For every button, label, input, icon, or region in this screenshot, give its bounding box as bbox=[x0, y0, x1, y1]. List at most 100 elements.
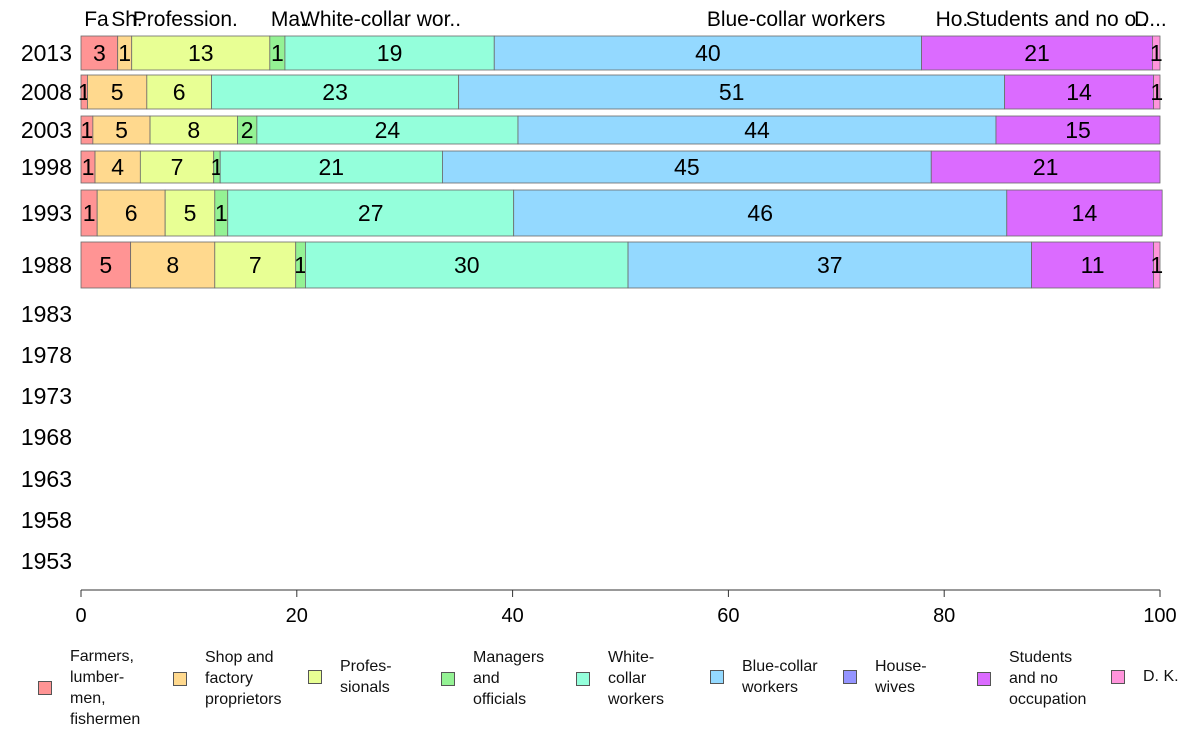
bar-segment-2003-7 bbox=[995, 115, 1161, 145]
bar-segment-2013-2 bbox=[131, 35, 271, 71]
legend-label: Blue-collar workers bbox=[742, 658, 818, 696]
bar-segment-1988-0 bbox=[80, 241, 132, 289]
top-label: Ma.. bbox=[271, 8, 312, 31]
top-label: Sh. bbox=[111, 8, 143, 31]
data-label: 24 bbox=[375, 117, 401, 143]
legend-label: Managers and officials bbox=[473, 649, 545, 708]
bar-segment-1993-2 bbox=[164, 189, 216, 237]
legend-swatch bbox=[441, 671, 455, 686]
data-label: 3 bbox=[93, 40, 106, 66]
bar-segment-1998-7 bbox=[930, 150, 1161, 184]
bar-segment-2013-7 bbox=[921, 35, 1153, 71]
top-label: D... bbox=[1134, 8, 1167, 31]
data-label: 23 bbox=[322, 79, 348, 105]
bar-segment-2008-7 bbox=[1004, 74, 1154, 110]
bar-segment-1988-4 bbox=[305, 241, 629, 289]
data-label: 7 bbox=[249, 252, 262, 278]
bar-segment-1998-5 bbox=[442, 150, 932, 184]
bar-segment-2008-1 bbox=[87, 74, 148, 110]
y-tick-label: 1958 bbox=[21, 507, 72, 533]
bar-segment-1988-5 bbox=[627, 241, 1032, 289]
data-label: 19 bbox=[377, 40, 403, 66]
bar-segment-2013-0 bbox=[80, 35, 119, 71]
data-label: 40 bbox=[695, 40, 721, 66]
data-label: 21 bbox=[1024, 40, 1050, 66]
bar-segment-1993-7 bbox=[1006, 189, 1163, 237]
legend-item: Students and no occupation bbox=[977, 647, 1086, 710]
data-label: 5 bbox=[111, 79, 124, 105]
data-label: 14 bbox=[1066, 79, 1092, 105]
data-label: 1 bbox=[271, 40, 284, 66]
data-label: 1 bbox=[83, 200, 96, 226]
legend-label: D. K. bbox=[1143, 668, 1179, 685]
x-tick-label: 60 bbox=[717, 605, 739, 627]
x-tick-label: 80 bbox=[933, 605, 955, 627]
bar-segment-2008-8 bbox=[1153, 74, 1161, 110]
data-label: 5 bbox=[184, 200, 197, 226]
data-label: 7 bbox=[171, 154, 184, 180]
legend-swatch bbox=[38, 681, 52, 695]
legend-label: House- wives bbox=[875, 658, 927, 696]
data-label: 1 bbox=[294, 252, 307, 278]
data-label: 4 bbox=[111, 154, 124, 180]
y-tick-label: 1963 bbox=[21, 466, 72, 492]
y-tick-label: 1978 bbox=[21, 342, 72, 368]
data-label: 8 bbox=[187, 117, 200, 143]
data-label: 30 bbox=[454, 252, 480, 278]
data-label: 21 bbox=[1033, 154, 1059, 180]
bar-segment-2013-5 bbox=[493, 35, 922, 71]
data-label: 44 bbox=[744, 117, 770, 143]
data-label: 11 bbox=[1081, 252, 1105, 278]
y-tick-label: 1968 bbox=[21, 424, 72, 450]
bar-segment-1988-1 bbox=[130, 241, 216, 289]
bar-segment-2003-4 bbox=[256, 115, 519, 145]
data-label: 1 bbox=[1150, 40, 1163, 66]
x-tick-label: 100 bbox=[1143, 605, 1176, 627]
legend-label: Farmers, lumber- men, fishermen bbox=[70, 648, 141, 728]
data-label: 5 bbox=[115, 117, 128, 143]
bar-segment-2003-5 bbox=[517, 115, 997, 145]
legend: Farmers, lumber- men, fishermen Shop and … bbox=[38, 646, 1188, 728]
x-tick-label: 20 bbox=[286, 605, 308, 627]
legend-label: Shop and factory proprietors bbox=[205, 649, 282, 708]
top-label: Profession. bbox=[133, 8, 238, 31]
legend-label: Students and no occupation bbox=[1009, 649, 1087, 708]
legend-swatch bbox=[843, 670, 857, 684]
data-label: 1 bbox=[1150, 252, 1163, 278]
bar-segment-1998-2 bbox=[139, 150, 215, 184]
bar-segment-1988-7 bbox=[1031, 241, 1154, 289]
data-label: 1 bbox=[215, 200, 228, 226]
data-label: 21 bbox=[319, 154, 345, 180]
bar-segment-1998-4 bbox=[219, 150, 443, 184]
top-label: Ho. bbox=[936, 8, 969, 31]
data-label: 1 bbox=[82, 154, 95, 180]
data-label: 14 bbox=[1072, 200, 1098, 226]
legend-item: D. K. bbox=[1111, 666, 1179, 687]
data-label: 13 bbox=[188, 40, 214, 66]
bar-segment-2003-2 bbox=[149, 115, 238, 145]
data-label: 8 bbox=[166, 252, 179, 278]
bar-segment-1993-1 bbox=[96, 189, 166, 237]
data-label: 45 bbox=[674, 154, 700, 180]
data-label: 27 bbox=[358, 200, 384, 226]
legend-swatch bbox=[308, 670, 322, 684]
y-tick-label: 1983 bbox=[21, 301, 72, 327]
bar-segment-2008-5 bbox=[458, 74, 1006, 110]
legend-item: Farmers, lumber- men, fishermen bbox=[38, 646, 140, 730]
legend-swatch bbox=[173, 671, 187, 686]
x-tick-label: 0 bbox=[75, 605, 86, 627]
bar-segment-1988-2 bbox=[214, 241, 297, 289]
data-label: 2 bbox=[241, 117, 254, 143]
legend-item: House- wives bbox=[843, 656, 927, 698]
legend-swatch bbox=[710, 670, 724, 684]
data-label: 51 bbox=[719, 79, 745, 105]
legend-item: Blue-collar workers bbox=[710, 656, 818, 698]
legend-label: Profes- sionals bbox=[340, 658, 392, 696]
y-tick-label: 1973 bbox=[21, 383, 72, 409]
top-label: Students and no o.. bbox=[966, 8, 1148, 31]
y-tick-label: 1988 bbox=[21, 252, 72, 278]
y-tick-label: 1993 bbox=[21, 200, 72, 226]
bar-segment-1993-4 bbox=[227, 189, 515, 237]
data-label: 15 bbox=[1065, 117, 1091, 143]
data-label: 1 bbox=[1150, 79, 1163, 105]
